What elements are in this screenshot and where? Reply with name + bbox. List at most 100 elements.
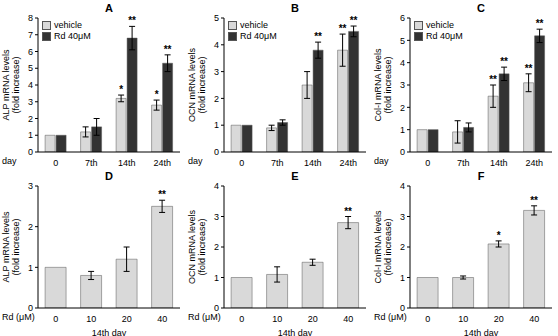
svg-text:8: 8 <box>28 13 33 23</box>
svg-text:**: ** <box>158 189 166 200</box>
svg-text:1: 1 <box>400 273 405 283</box>
svg-text:2: 2 <box>28 222 33 232</box>
html-text:vehicle: vehicle <box>54 20 82 30</box>
svg-text:14th day: 14th day <box>92 328 127 336</box>
svg-text:*: * <box>497 230 501 241</box>
svg-text:24th: 24th <box>339 158 357 168</box>
svg-text:24th: 24th <box>153 158 171 168</box>
svg-text:14th day: 14th day <box>278 328 313 336</box>
svg-text:10: 10 <box>272 314 282 324</box>
svg-text:4: 4 <box>400 181 405 191</box>
svg-text:10: 10 <box>458 314 468 324</box>
svg-text:**: ** <box>314 31 322 42</box>
svg-text:1: 1 <box>214 273 219 283</box>
svg-text:14th day: 14th day <box>464 328 499 336</box>
svg-text:4: 4 <box>400 58 405 68</box>
svg-text:4: 4 <box>214 40 219 50</box>
svg-text:0: 0 <box>425 158 430 168</box>
svg-text:0: 0 <box>53 158 58 168</box>
svg-text:Rd (μM): Rd (μM) <box>374 312 407 322</box>
svg-text:4: 4 <box>28 80 33 90</box>
svg-text:*: * <box>155 89 159 100</box>
svg-text:3: 3 <box>28 181 33 191</box>
svg-text:14th: 14th <box>304 158 322 168</box>
svg-text:0: 0 <box>28 147 33 157</box>
html-text:Rd 40μM: Rd 40μM <box>240 31 277 41</box>
svg-text:6: 6 <box>28 47 33 57</box>
svg-text:7th: 7th <box>85 158 98 168</box>
svg-text:day: day <box>188 156 203 166</box>
svg-text:1: 1 <box>214 120 219 130</box>
svg-text:0: 0 <box>400 303 405 313</box>
svg-text:7th: 7th <box>271 158 284 168</box>
svg-text:**: ** <box>530 195 538 206</box>
svg-text:**: ** <box>339 23 347 34</box>
svg-text:ALP mRNA levels(fold increase: ALP mRNA levels(fold increase) <box>8 49 21 120</box>
svg-text:Col-I mRNA levels(fold increas: Col-I mRNA levels(fold increase) <box>373 48 393 122</box>
svg-text:10: 10 <box>86 314 96 324</box>
svg-text:D: D <box>105 170 113 182</box>
svg-text:24th: 24th <box>525 158 543 168</box>
svg-text:7th: 7th <box>457 158 470 168</box>
svg-text:Rd (μM): Rd (μM) <box>8 312 35 322</box>
svg-text:0: 0 <box>28 303 33 313</box>
svg-text:**: ** <box>500 56 508 67</box>
svg-text:40: 40 <box>529 314 539 324</box>
svg-text:**: ** <box>350 15 358 26</box>
html-text:Rd 40μM: Rd 40μM <box>54 31 91 41</box>
svg-text:OCN mRNA levels(fold increase): OCN mRNA levels(fold increase) <box>187 47 207 122</box>
svg-text:**: ** <box>536 18 544 29</box>
svg-text:0: 0 <box>425 314 430 324</box>
svg-text:7: 7 <box>28 30 33 40</box>
svg-text:1: 1 <box>28 130 33 140</box>
svg-text:5: 5 <box>214 13 219 23</box>
svg-text:Rd (μM): Rd (μM) <box>188 312 221 322</box>
svg-text:day: day <box>374 156 389 166</box>
svg-text:1: 1 <box>400 125 405 135</box>
svg-text:A: A <box>105 2 113 14</box>
svg-text:ALP mRNA levels(fold increase): ALP mRNA levels(fold increase) <box>8 211 21 282</box>
svg-text:3: 3 <box>400 212 405 222</box>
svg-text:2: 2 <box>214 242 219 252</box>
svg-text:5: 5 <box>28 63 33 73</box>
svg-text:**: ** <box>128 15 136 26</box>
svg-text:3: 3 <box>400 80 405 90</box>
svg-text:0: 0 <box>214 303 219 313</box>
svg-text:*: * <box>119 84 123 95</box>
svg-text:20: 20 <box>308 314 318 324</box>
svg-text:F: F <box>478 170 485 182</box>
svg-text:E: E <box>291 170 298 182</box>
svg-text:0: 0 <box>239 158 244 168</box>
svg-text:20: 20 <box>494 314 504 324</box>
svg-text:2: 2 <box>400 242 405 252</box>
svg-text:6: 6 <box>400 13 405 23</box>
svg-text:0: 0 <box>53 314 58 324</box>
svg-text:**: ** <box>344 206 352 217</box>
svg-text:**: ** <box>525 63 533 74</box>
svg-text:40: 40 <box>343 314 353 324</box>
svg-text:2: 2 <box>28 114 33 124</box>
svg-text:2: 2 <box>214 94 219 104</box>
html-text:vehicle: vehicle <box>240 20 268 30</box>
svg-text:OCN mRNA levels(fold increase): OCN mRNA levels(fold increase) <box>187 209 207 284</box>
svg-text:3: 3 <box>214 212 219 222</box>
svg-text:**: ** <box>489 74 497 85</box>
svg-text:2: 2 <box>400 103 405 113</box>
svg-text:0: 0 <box>400 147 405 157</box>
svg-text:5: 5 <box>400 36 405 46</box>
svg-text:14th: 14th <box>118 158 136 168</box>
svg-text:B: B <box>291 2 299 14</box>
svg-text:1: 1 <box>28 263 33 273</box>
svg-text:14th: 14th <box>490 158 508 168</box>
svg-text:day: day <box>8 156 17 166</box>
svg-text:3: 3 <box>214 67 219 77</box>
svg-text:20: 20 <box>122 314 132 324</box>
svg-text:**: ** <box>164 44 172 55</box>
svg-text:40: 40 <box>157 314 167 324</box>
svg-text:0: 0 <box>239 314 244 324</box>
svg-text:C: C <box>477 2 485 14</box>
svg-text:3: 3 <box>28 97 33 107</box>
svg-text:0: 0 <box>214 147 219 157</box>
svg-text:Col-I mRNA levels(fold increas: Col-I mRNA levels(fold increase) <box>373 210 393 284</box>
svg-text:4: 4 <box>214 181 219 191</box>
